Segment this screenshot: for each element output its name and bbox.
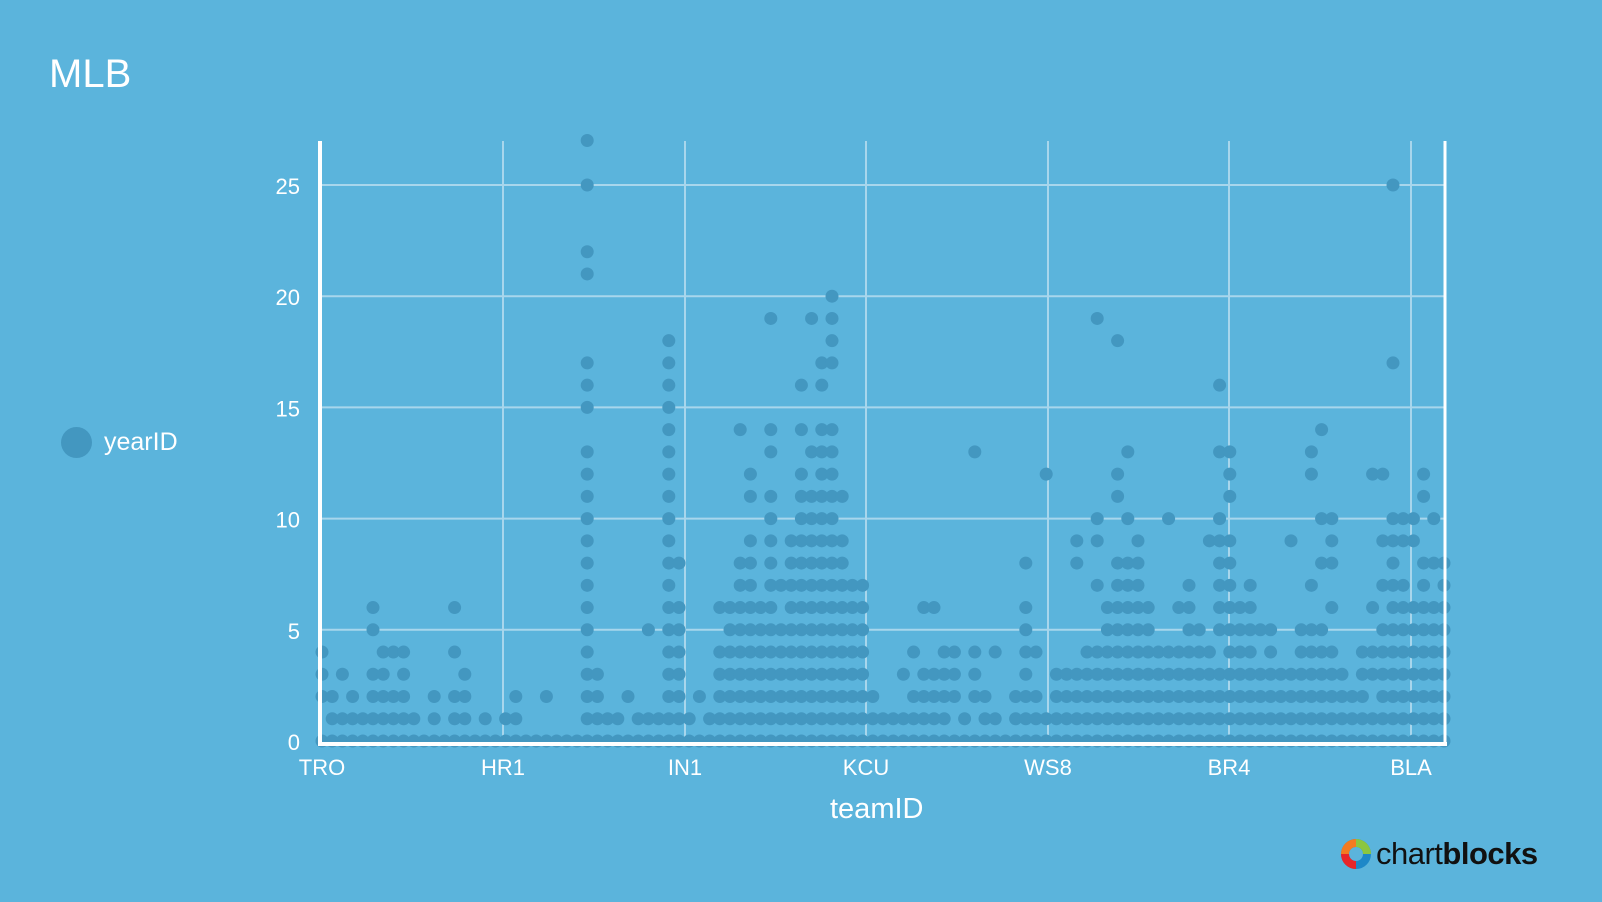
svg-text:0: 0 [288, 730, 300, 755]
legend-marker-icon [61, 427, 92, 458]
svg-text:KCU: KCU [843, 755, 889, 780]
legend-label: yearID [104, 428, 178, 456]
y-axis-tick-labels: 0 5 10 15 20 25 [276, 174, 300, 755]
brand-text-bold: blocks [1442, 836, 1538, 871]
chartblocks-logo-icon [1341, 839, 1371, 869]
svg-text:IN1: IN1 [668, 755, 702, 780]
brand-text-light: chart [1376, 836, 1443, 871]
svg-text:10: 10 [276, 508, 300, 533]
svg-text:5: 5 [288, 619, 300, 644]
svg-text:WS8: WS8 [1024, 755, 1072, 780]
x-axis-tick-labels: TRO HR1 IN1 KCU WS8 BR4 BLA [299, 755, 1432, 780]
chart-title: MLB [49, 52, 132, 96]
svg-text:25: 25 [276, 174, 300, 199]
data-points [315, 134, 1451, 748]
svg-text:BLA: BLA [1390, 755, 1432, 780]
svg-text:HR1: HR1 [481, 755, 525, 780]
axes [318, 141, 1447, 746]
legend: yearID [61, 427, 178, 458]
svg-text:15: 15 [276, 396, 300, 421]
svg-text:BR4: BR4 [1208, 755, 1251, 780]
svg-text:TRO: TRO [299, 755, 345, 780]
x-axis-label: teamID [830, 793, 924, 825]
svg-text:20: 20 [276, 285, 300, 310]
chartblocks-logo: chart blocks [1340, 836, 1538, 872]
